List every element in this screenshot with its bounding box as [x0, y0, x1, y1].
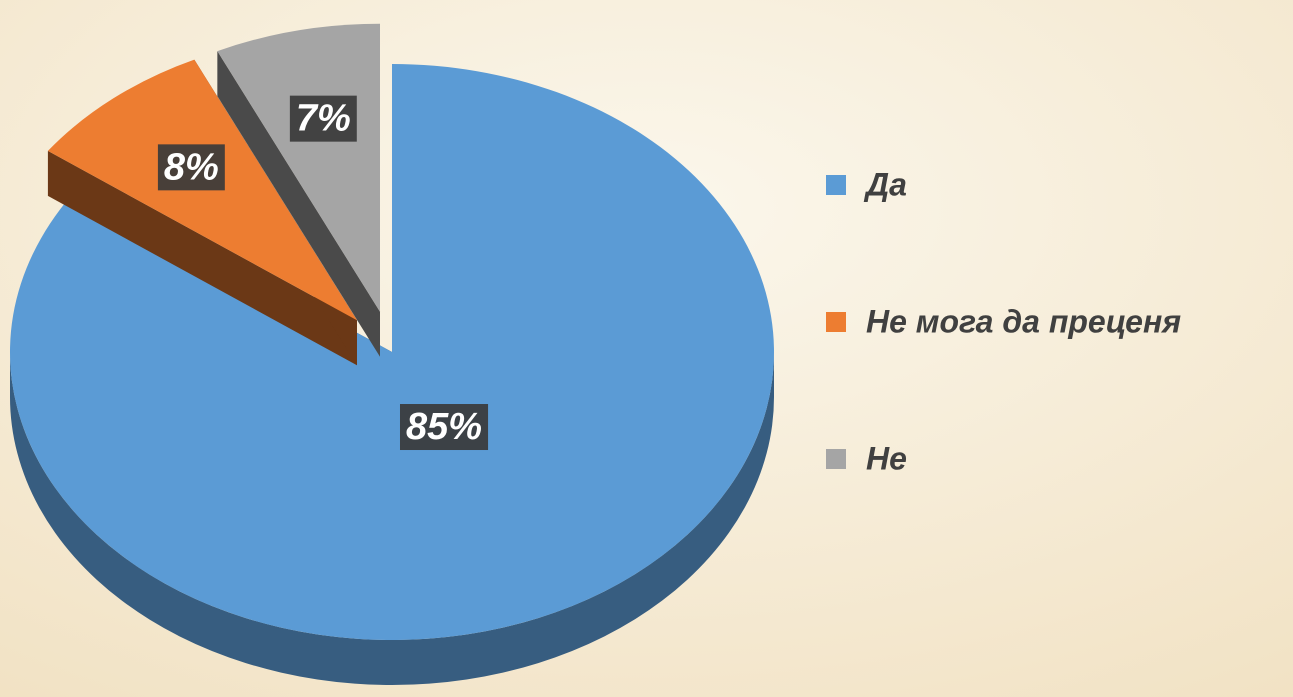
- legend-label: Не: [866, 440, 907, 476]
- data-label-box: [157, 144, 225, 191]
- data-label-box: [399, 404, 489, 451]
- data-label: 7%: [296, 98, 351, 140]
- slice-side: [10, 352, 774, 685]
- slice-edge: [47, 150, 357, 366]
- slice-edge: [217, 51, 381, 357]
- legend-label: Да: [863, 166, 907, 202]
- slice-top: [9, 64, 775, 640]
- data-label-box: [289, 95, 357, 142]
- legend-swatch: [826, 312, 846, 332]
- data-label: 8%: [164, 146, 219, 188]
- legend-swatch: [826, 449, 846, 469]
- data-label: 85%: [406, 406, 482, 448]
- legend-swatch: [826, 175, 846, 195]
- legend-label: Не мога да преценя: [866, 303, 1181, 339]
